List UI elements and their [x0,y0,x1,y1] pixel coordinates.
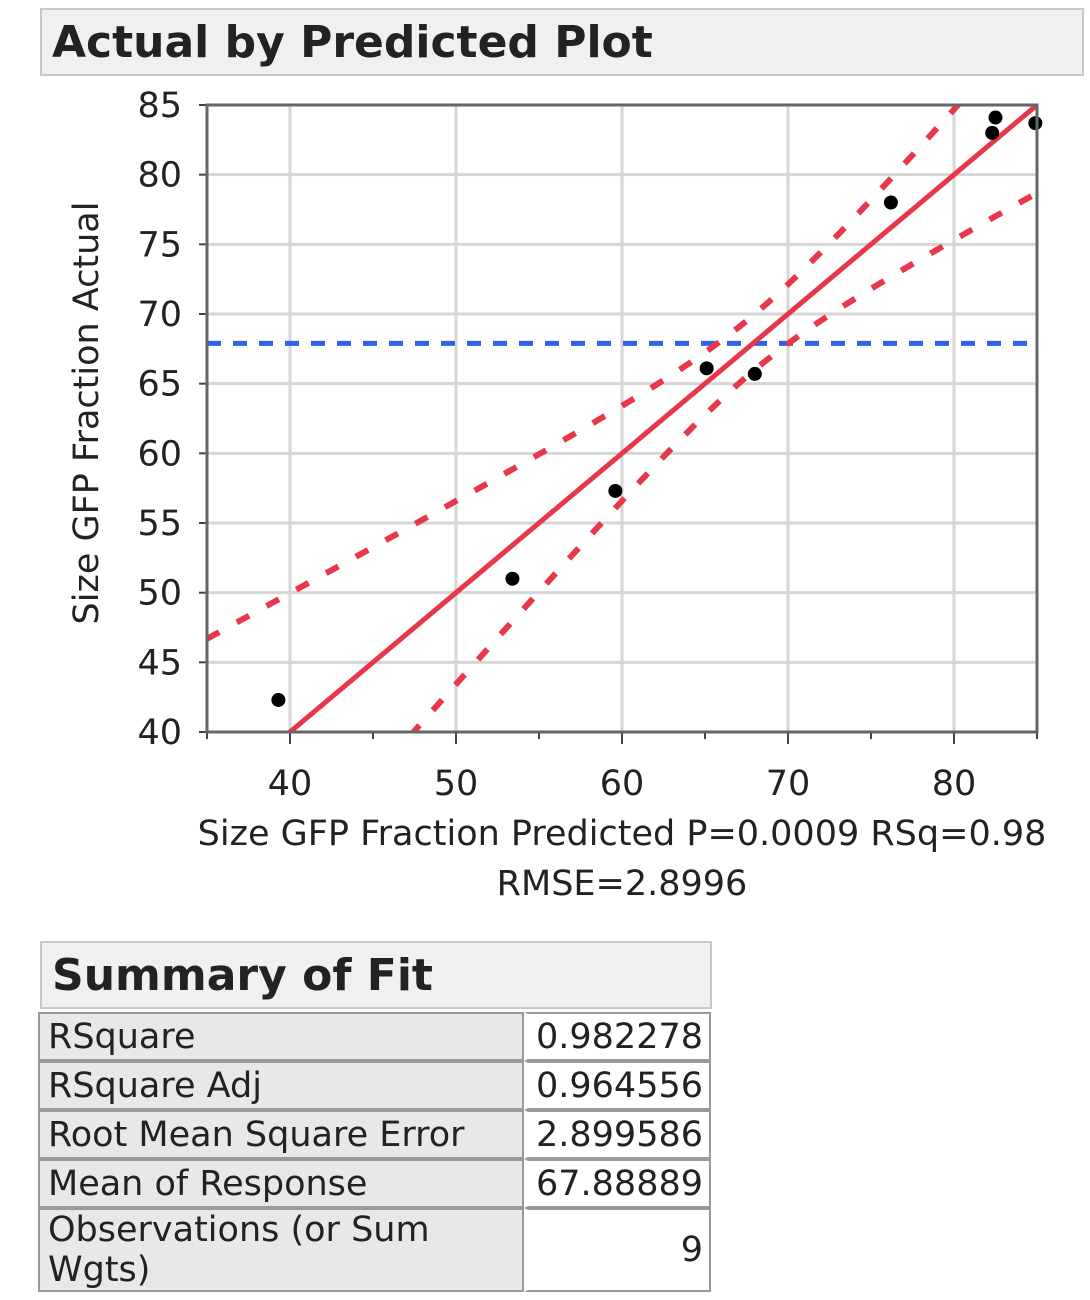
data-point [747,366,762,381]
summary-header[interactable]: Summary of Fit [40,941,712,1009]
data-point [699,361,714,376]
lower-confidence-curve [409,190,1037,732]
summary-label: Observations (or Sum Wgts) [38,1208,524,1292]
x-tick-label: 70 [766,764,811,804]
x-tick-label: 60 [600,764,645,804]
x-tick-label: 80 [932,764,977,804]
summary-row: Root Mean Square Error 2.899586 [38,1110,712,1159]
summary-value: 0.982278 [524,1012,712,1061]
summary-label: RSquare [38,1012,524,1061]
data-point [1028,116,1043,131]
data-point [883,195,898,210]
y-tick-label: 75 [137,225,182,265]
y-tick-label: 50 [137,574,182,614]
y-tick-label: 70 [137,295,182,335]
data-point [271,692,286,707]
y-tick-label: 55 [137,504,182,544]
data-point [608,483,623,498]
plot-frame [205,103,1039,734]
summary-label: Mean of Response [38,1159,524,1208]
summary-row: Mean of Response 67.88889 [38,1159,712,1208]
y-axis-label: Size GFP Fraction Actual [67,202,107,625]
data-point [985,125,1000,140]
data-point [988,110,1003,125]
y-tick-label: 80 [137,156,182,196]
summary-label: RSquare Adj [38,1061,524,1110]
summary-table: RSquare 0.982278 RSquare Adj 0.964556 Root M… [38,1012,712,1292]
summary-value: 2.899586 [524,1110,712,1159]
summary-value: 9 [524,1208,712,1292]
y-tick-label: 85 [137,86,182,126]
summary-row: Observations (or Sum Wgts) 9 [38,1208,712,1292]
x-axis-label-rmse: RMSE=2.8996 [497,864,748,904]
fit-line [286,105,1037,732]
y-tick-label: 65 [137,365,182,405]
plot-header[interactable]: Actual by Predicted Plot [40,8,1084,76]
data-point [505,571,520,586]
y-tick-label: 40 [137,713,182,753]
x-tick-label: 40 [268,764,313,804]
summary-value: 0.964556 [524,1061,712,1110]
x-axis-label: Size GFP Fraction Predicted P=0.0009 RSq… [198,814,1047,854]
summary-row: RSquare Adj 0.964556 [38,1061,712,1110]
summary-label: Root Mean Square Error [38,1110,524,1159]
y-tick-label: 45 [137,643,182,683]
y-tick-label: 60 [137,434,182,474]
summary-value: 67.88889 [524,1159,712,1208]
actual-by-predicted-plot: 40 50 60 70 80 40 45 50 55 60 65 70 75 80 85 Size GFP … [67,86,1047,904]
x-tick-label: 50 [434,764,479,804]
summary-row: RSquare 0.982278 [38,1012,712,1061]
